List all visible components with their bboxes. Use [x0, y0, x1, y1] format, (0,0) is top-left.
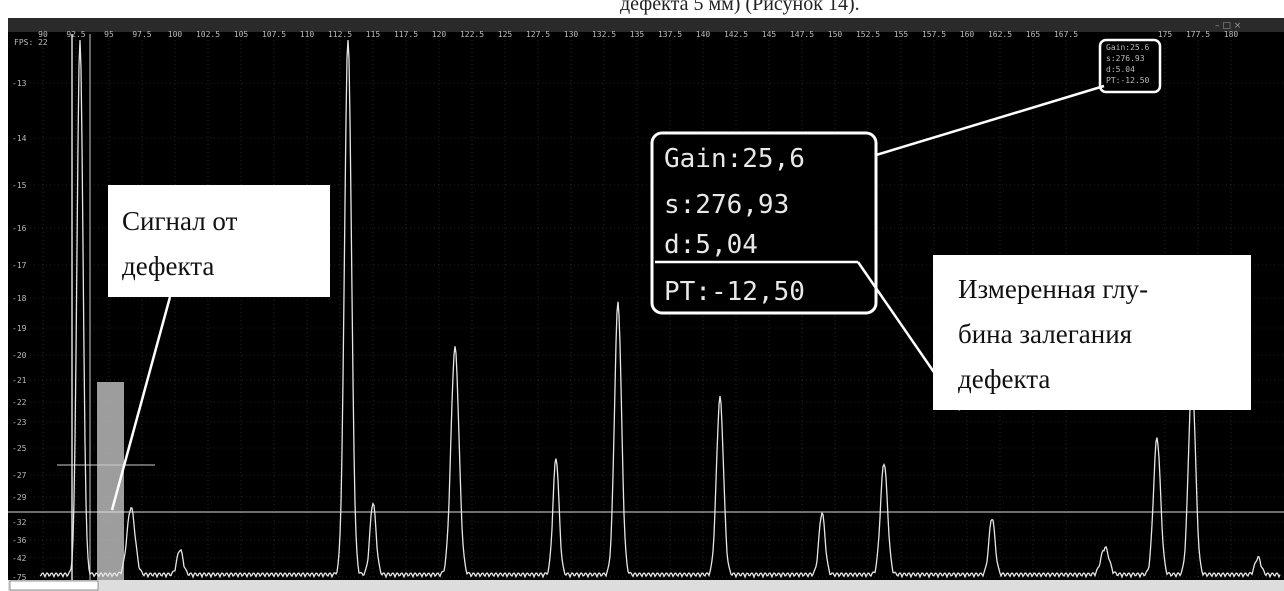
- y-axis-label: -20: [12, 351, 27, 360]
- toolbar: [8, 580, 1284, 591]
- signal-trace: [39, 39, 1281, 579]
- x-axis-label: 160: [960, 30, 975, 39]
- x-axis-label: 92.5: [66, 30, 85, 39]
- callout-text: Измеренная глу-: [958, 274, 1148, 304]
- y-axis-label: -23: [12, 418, 27, 427]
- readout-pt: PT:-12,50: [664, 277, 805, 307]
- window-controls[interactable]: – □ ×: [1215, 21, 1241, 31]
- x-axis-label: 130: [564, 30, 579, 39]
- x-axis-label: 102.5: [196, 30, 220, 39]
- x-axis-label: 145: [762, 30, 777, 39]
- y-axis-label: -42: [12, 554, 27, 563]
- fps: FPS: 22: [14, 38, 48, 47]
- x-axis-label: 175: [1158, 30, 1173, 39]
- readout-gain: Gain:25,6: [664, 144, 805, 174]
- callout-text: дефекта: [958, 364, 1050, 394]
- small-readout-line: d:5.04: [1106, 65, 1135, 74]
- zoom-line: [875, 84, 1105, 157]
- title-bar: [8, 18, 1284, 32]
- small-readout-line: s:276.93: [1106, 54, 1145, 63]
- callout-box: [108, 185, 330, 297]
- y-axis-label: -27: [12, 471, 27, 480]
- x-axis-label: 110: [300, 30, 315, 39]
- x-axis-label: 162.5: [988, 30, 1012, 39]
- x-axis-label: 167.5: [1054, 30, 1078, 39]
- x-axis-label: 155: [894, 30, 909, 39]
- callout-text: бина залегания: [958, 319, 1132, 349]
- y-axis-label: -22: [12, 398, 27, 407]
- x-axis-label: 140: [696, 30, 711, 39]
- x-axis-label: 150: [828, 30, 843, 39]
- document-text: дефекта 5 мм) (Рисунок 14).: [620, 0, 860, 15]
- x-axis-label: 135: [630, 30, 645, 39]
- small-readout: Gain:25.6 s:276.93 d:5.04 PT:-12.50: [1106, 43, 1150, 85]
- x-axis-label: 112.5: [328, 30, 352, 39]
- x-axis-label: 95: [104, 30, 114, 39]
- x-axis-label: 100: [168, 30, 183, 39]
- callout-text: Сигнал от: [122, 206, 238, 236]
- x-axis-label: 122.5: [460, 30, 484, 39]
- y-axis-label: -75: [12, 573, 27, 582]
- x-axis-label: 152.5: [856, 30, 880, 39]
- small-readout-line: PT:-12.50: [1106, 76, 1150, 85]
- y-axis-label: -14: [12, 134, 27, 143]
- y-axis-label: -32: [12, 518, 27, 527]
- y-axis-label: -17: [12, 261, 27, 270]
- x-axis-label: 127.5: [526, 30, 550, 39]
- x-axis-label: 125: [498, 30, 513, 39]
- x-axis-label: 157.5: [922, 30, 946, 39]
- x-axis-label: 115: [366, 30, 381, 39]
- x-axis-label: 177.5: [1186, 30, 1210, 39]
- readout-d: d:5,04: [664, 230, 758, 260]
- readout-box: [650, 131, 878, 315]
- x-axis-label: 132.5: [592, 30, 616, 39]
- x-axis-label: 142.5: [724, 30, 748, 39]
- x-axis-label: 97.5: [132, 30, 151, 39]
- small-readout-line: Gain:25.6: [1106, 43, 1150, 52]
- y-axis-label: -25: [12, 444, 27, 453]
- callout-line: [110, 296, 172, 511]
- zoom-source: [1098, 38, 1162, 94]
- y-axis-label: -19: [12, 324, 27, 333]
- y-axis-label: -16: [12, 224, 27, 233]
- x-axis-label: 105: [234, 30, 249, 39]
- x-axis-label: 147.5: [790, 30, 814, 39]
- callout-box: [933, 255, 1251, 410]
- y-axis-label: -13: [12, 79, 27, 88]
- x-axis-label: 165: [1026, 30, 1041, 39]
- y-axis-label: -29: [12, 493, 27, 502]
- y-axis-label: -15: [12, 181, 27, 190]
- x-axis-label: 90: [38, 30, 48, 39]
- x-axis-label: 120: [432, 30, 447, 39]
- x-axis-label: 137.5: [658, 30, 682, 39]
- x-axis-label: 107.5: [262, 30, 286, 39]
- y-axis-label: -36: [12, 536, 27, 545]
- y-axis-label: -18: [12, 294, 27, 303]
- axis-labels: 90 92.5 95 97.5 100 102.5 105 107.5 110 112.5 115 1…: [12, 30, 1238, 582]
- callout-text: дефекта: [122, 251, 214, 281]
- y-axis-label: -21: [12, 376, 27, 385]
- readout-s: s:276,93: [664, 190, 789, 220]
- toolbar-buttons[interactable]: [9, 580, 99, 591]
- x-axis-label: 117.5: [394, 30, 418, 39]
- x-axis-label: 180: [1224, 30, 1239, 39]
